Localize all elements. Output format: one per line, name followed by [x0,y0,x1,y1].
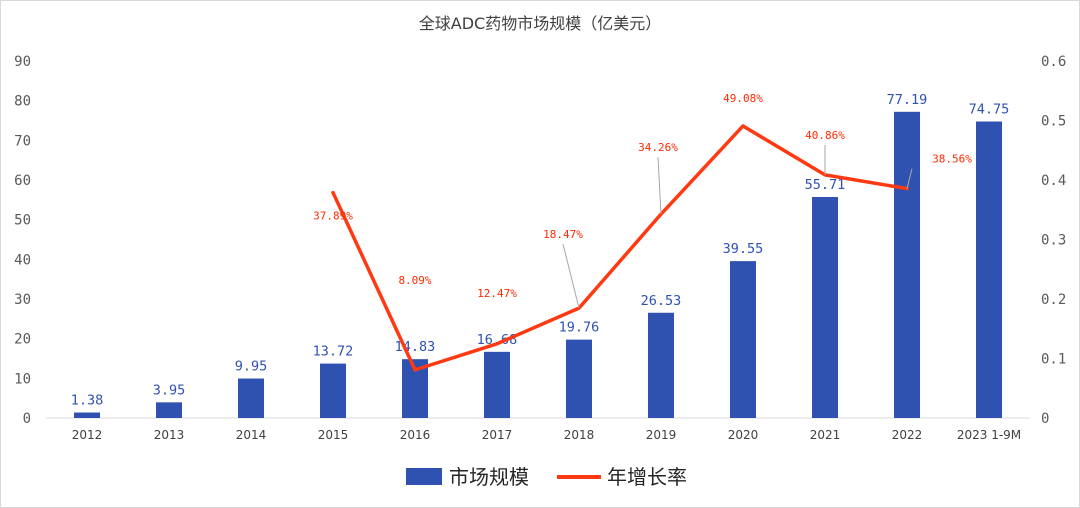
bar-series [74,111,1002,419]
chart-title: 全球ADC药物市场规模（亿美元） [418,14,662,33]
bar-data-label: 77.19 [887,92,928,108]
y-left-tick-label: 60 [14,173,31,189]
growth-data-label: 40.86% [805,129,845,142]
y-right-tick-label: 0.1 [1041,352,1066,368]
growth-line [331,124,909,372]
y-left-tick-label: 40 [14,252,31,268]
x-tick-label: 2018 [564,428,595,442]
x-tick-label: 2020 [728,428,759,442]
legend-bar-swatch [406,468,442,485]
y-axis-left: 0 10 20 30 40 50 60 70 80 90 [14,54,31,427]
bar [238,378,264,418]
bar [894,111,920,419]
bar [648,312,674,418]
bar-data-label: 9.95 [235,359,268,375]
growth-data-label: 8.09% [398,274,431,287]
bar-data-label: 39.55 [723,241,764,257]
bar-data-label: 26.53 [641,293,682,309]
bar-data-label: 55.71 [805,177,846,193]
x-tick-label: 2017 [482,428,513,442]
leader-line [657,157,662,215]
growth-data-label: 38.56% [932,153,972,166]
bar [156,402,182,418]
y-left-tick-label: 20 [14,332,31,348]
y-left-tick-label: 50 [14,213,31,229]
bar-data-label: 1.38 [71,393,104,409]
line-labels: 37.89% 8.09% 12.47% 18.47% 34.26% 49.08% 40.86… [313,92,972,309]
y-axis-right: 0 0.1 0.2 0.3 0.4 0.5 0.6 [1041,54,1066,427]
y-left-tick-label: 80 [14,94,31,110]
y-right-tick-label: 0.5 [1041,114,1066,130]
x-tick-label: 2023 1-9M [957,428,1021,442]
y-left-tick-label: 10 [14,371,31,387]
legend-bar-label: 市场规模 [449,465,529,489]
growth-data-label: 49.08% [723,92,763,105]
legend-line-label: 年增长率 [607,465,687,489]
bar [74,412,100,418]
growth-data-label: 37.89% [313,210,353,223]
legend: 市场规模 年增长率 [406,465,687,489]
y-left-tick-label: 0 [23,411,31,427]
x-tick-label: 2021 [810,428,841,442]
growth-data-label: 12.47% [477,287,517,300]
y-left-tick-label: 90 [14,54,31,70]
bar-data-label: 16.68 [477,332,518,348]
y-right-tick-label: 0.2 [1041,292,1066,308]
bar [812,197,838,418]
x-tick-label: 2014 [236,428,267,442]
leader-line [906,168,913,189]
y-right-tick-label: 0.3 [1041,233,1066,249]
bar-data-label: 3.95 [153,382,186,398]
y-right-tick-label: 0.4 [1041,173,1066,189]
x-tick-label: 2022 [892,428,923,442]
x-axis: 2012 2013 2014 2015 2016 2017 2018 2019 2020 2021… [46,417,1030,442]
growth-data-label: 34.26% [638,141,678,154]
bar [484,351,510,418]
bar-data-label: 74.75 [969,101,1010,117]
x-tick-label: 2015 [318,428,349,442]
y-left-tick-label: 70 [14,133,31,149]
bar [566,339,592,418]
bar [976,121,1002,418]
y-left-tick-label: 30 [14,292,31,308]
bar [320,363,346,418]
leader-line [562,243,580,309]
y-right-tick-label: 0.6 [1041,54,1066,70]
x-tick-label: 2019 [646,428,677,442]
x-tick-label: 2016 [400,428,431,442]
bar-data-label: 13.72 [313,344,354,360]
x-tick-label: 2013 [154,428,185,442]
bar-data-label: 19.76 [559,320,600,336]
bar [730,261,756,418]
x-tick-label: 2012 [72,428,103,442]
growth-data-label: 18.47% [543,228,583,241]
y-right-tick-label: 0 [1041,411,1049,427]
